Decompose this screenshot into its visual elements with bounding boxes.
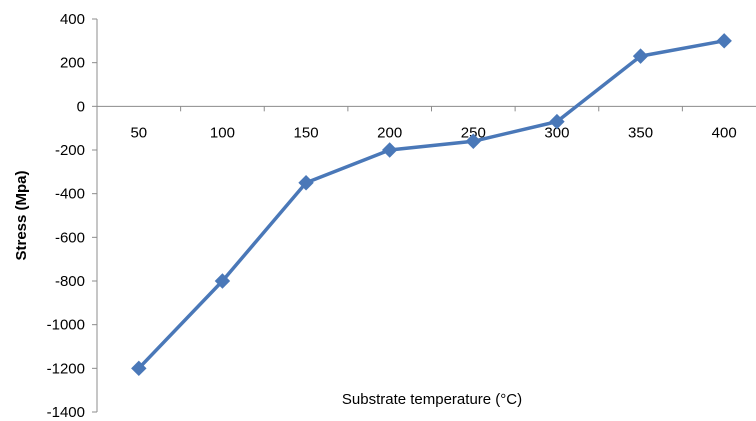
y-tick-label: -400 [55, 186, 85, 203]
x-tick-label: 200 [377, 124, 402, 141]
y-tick-label: -200 [55, 142, 85, 159]
x-tick-label: 300 [544, 124, 569, 141]
x-tick-label: 50 [130, 124, 147, 141]
y-tick-label: 200 [60, 55, 85, 72]
x-axis-title: Substrate temperature (°C) [342, 391, 522, 408]
x-axis: 50 100 150 200 250 300 350 400 [96, 105, 756, 141]
data-point [214, 273, 231, 289]
y-tick-label: -1000 [47, 317, 85, 334]
x-tick-label: 150 [294, 124, 319, 141]
y-tick-label: -800 [55, 273, 85, 290]
x-tick-label: 400 [712, 124, 737, 141]
x-tick-label: 350 [628, 124, 653, 141]
y-axis-title: Stress (Mpa) [13, 170, 30, 260]
y-tick-label: -1400 [47, 404, 85, 421]
data-point [632, 48, 649, 64]
data-point [298, 175, 314, 191]
series [131, 33, 732, 377]
y-tick-label: -600 [55, 229, 85, 246]
data-point [381, 142, 398, 158]
data-point [716, 33, 732, 49]
y-axis: 400 200 0 -200 -400 -600 -800 -1000 -1200 -1400 [47, 11, 98, 421]
data-point [549, 113, 565, 130]
y-tick-label: 400 [60, 11, 85, 28]
data-point [131, 360, 147, 377]
data-point [465, 133, 482, 149]
x-tick-label: 250 [461, 124, 486, 141]
y-tick-label: 0 [77, 98, 85, 115]
y-tick-label: -1200 [47, 360, 85, 377]
series-line [137, 39, 725, 370]
x-tick-label: 100 [210, 124, 235, 141]
